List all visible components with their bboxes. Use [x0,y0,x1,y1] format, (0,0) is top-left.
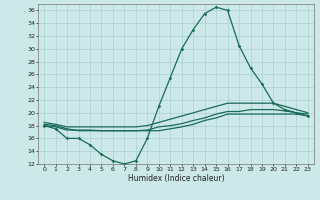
X-axis label: Humidex (Indice chaleur): Humidex (Indice chaleur) [128,174,224,183]
